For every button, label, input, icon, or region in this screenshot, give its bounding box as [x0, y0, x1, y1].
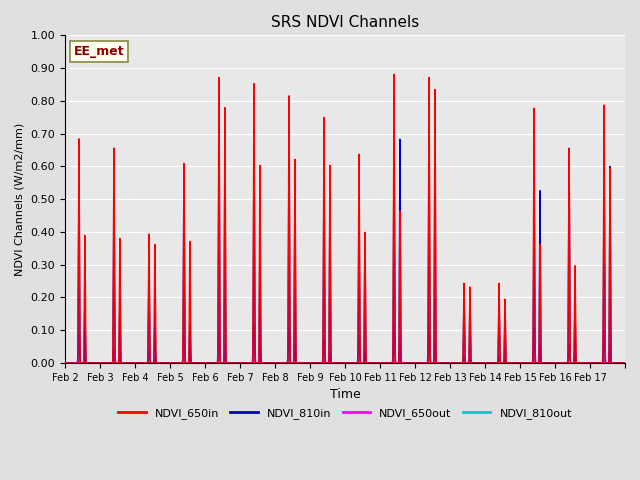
- Text: EE_met: EE_met: [74, 45, 124, 58]
- Title: SRS NDVI Channels: SRS NDVI Channels: [271, 15, 419, 30]
- Legend: NDVI_650in, NDVI_810in, NDVI_650out, NDVI_810out: NDVI_650in, NDVI_810in, NDVI_650out, NDV…: [114, 403, 577, 423]
- Y-axis label: NDVI Channels (W/m2/mm): NDVI Channels (W/m2/mm): [15, 122, 25, 276]
- X-axis label: Time: Time: [330, 388, 360, 401]
